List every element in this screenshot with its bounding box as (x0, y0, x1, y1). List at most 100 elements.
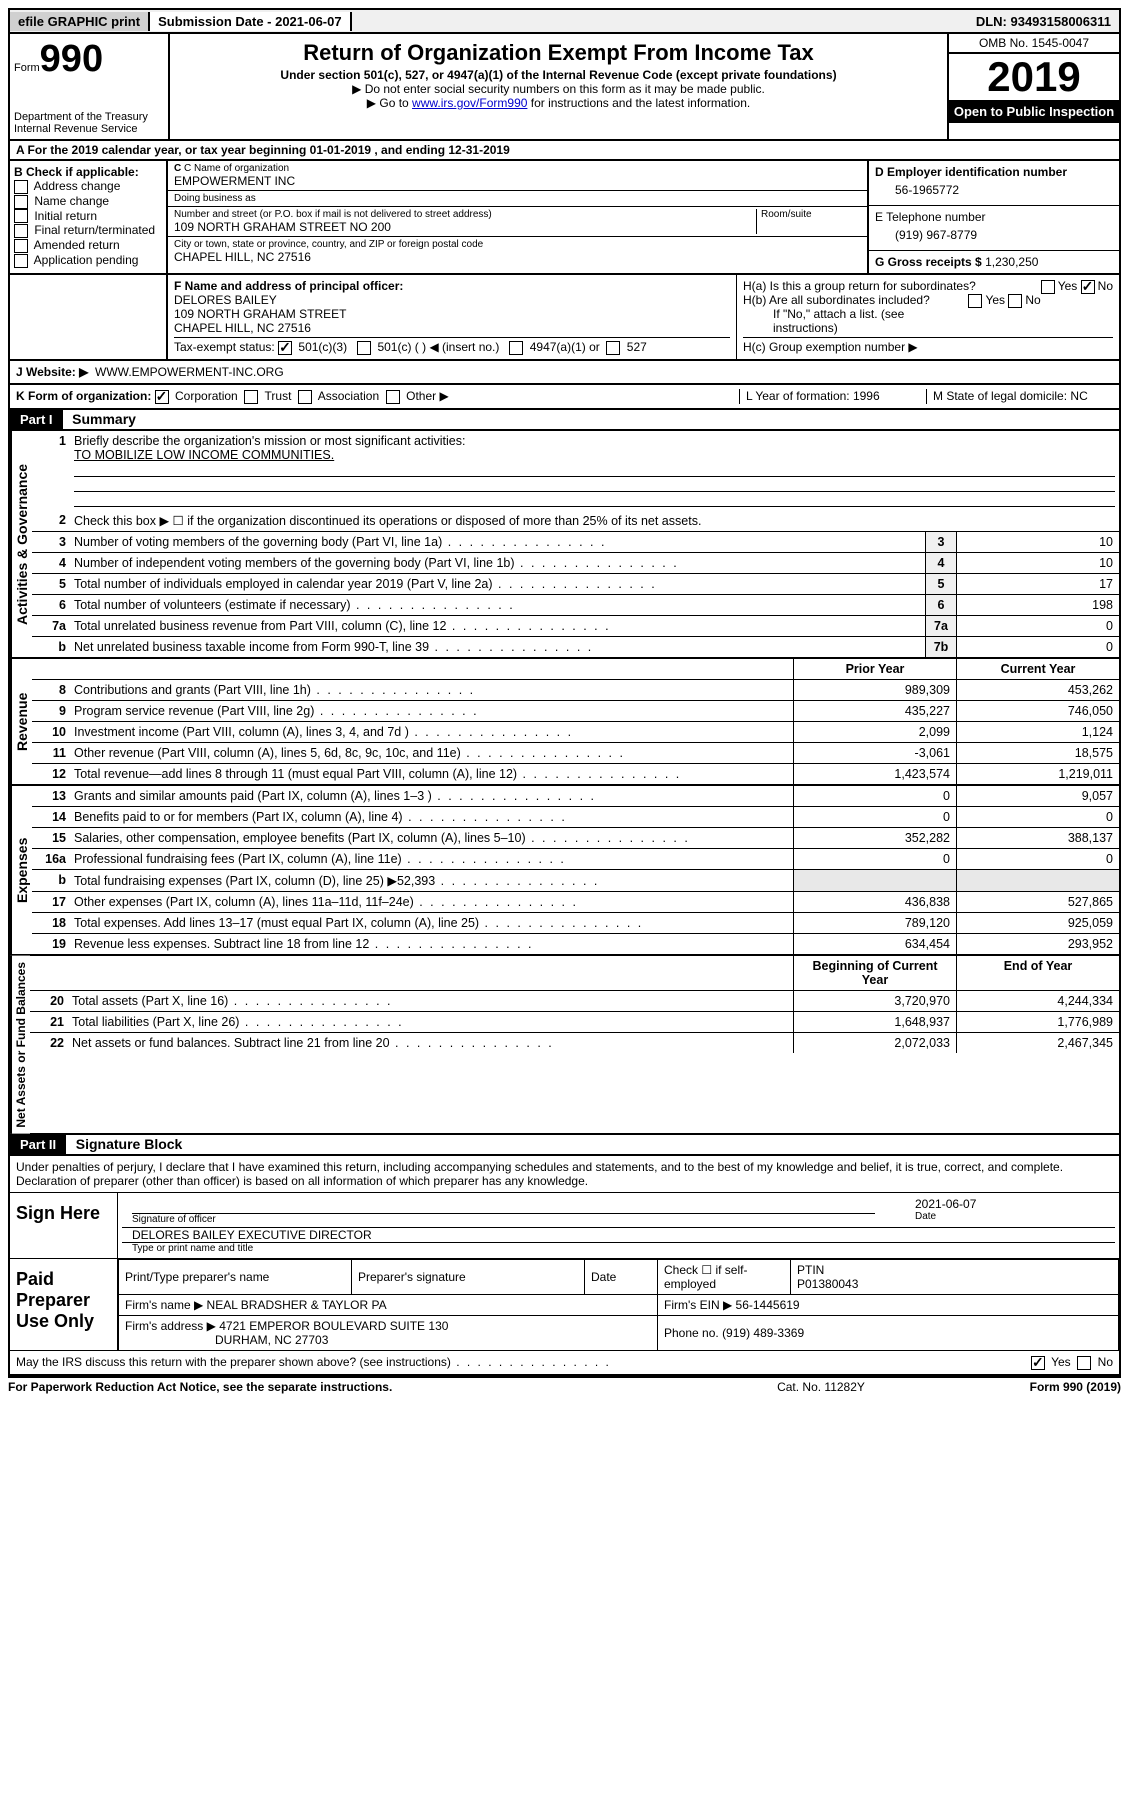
data-line: 15Salaries, other compensation, employee… (32, 828, 1119, 849)
l-year: L Year of formation: 1996 (739, 389, 926, 404)
signature-block: Under penalties of perjury, I declare th… (8, 1156, 1121, 1376)
data-line: 17Other expenses (Part IX, column (A), l… (32, 892, 1119, 913)
paid-preparer: Paid Preparer Use Only (10, 1259, 118, 1350)
efile-label[interactable]: efile GRAPHIC print (10, 12, 150, 31)
data-line: 16aProfessional fundraising fees (Part I… (32, 849, 1119, 870)
ssn-note: ▶ Do not enter social security numbers o… (174, 82, 943, 96)
firm-addr-label: Firm's address ▶ (125, 1319, 216, 1333)
phone-label: Phone no. (664, 1326, 719, 1340)
form-number: 990 (40, 38, 103, 80)
data-line: 21Total liabilities (Part X, line 26)1,6… (30, 1012, 1119, 1033)
b-option: Address change (14, 179, 162, 194)
ha-label: H(a) Is this a group return for subordin… (743, 279, 1113, 293)
omb-number: OMB No. 1545-0047 (949, 34, 1119, 54)
page-footer: For Paperwork Reduction Act Notice, see … (8, 1376, 1121, 1394)
chk-other[interactable] (386, 390, 400, 404)
irs-label: Internal Revenue Service (14, 123, 164, 135)
form-word: Form (14, 62, 40, 74)
website-value: WWW.EMPOWERMENT-INC.ORG (95, 365, 284, 379)
chk-4947[interactable] (509, 341, 523, 355)
b-option: Initial return (14, 209, 162, 224)
firm-addr2: DURHAM, NC 27703 (125, 1333, 328, 1347)
discuss-text: May the IRS discuss this return with the… (16, 1355, 1031, 1370)
firm-name: NEAL BRADSHER & TAYLOR PA (207, 1298, 387, 1312)
tab-expenses: Expenses (10, 786, 32, 954)
city-value: CHAPEL HILL, NC 27516 (174, 250, 861, 264)
officer-typed: DELORES BAILEY EXECUTIVE DIRECTOR (122, 1228, 1115, 1243)
sig-officer-label: Signature of officer (122, 1214, 915, 1225)
discuss-yes[interactable] (1031, 1356, 1045, 1370)
j-label: J Website: ▶ (16, 365, 88, 379)
tel-label: E Telephone number (875, 210, 1113, 224)
b-option: Amended return (14, 238, 162, 253)
paperwork-notice: For Paperwork Reduction Act Notice, see … (8, 1380, 721, 1394)
form-ref: Form 990 (2019) (921, 1380, 1121, 1394)
firm-name-label: Firm's name ▶ (125, 1298, 203, 1312)
addr-value: 109 NORTH GRAHAM STREET NO 200 (174, 220, 756, 234)
gov-line: 3Number of voting members of the governi… (32, 532, 1119, 553)
data-line: 12Total revenue—add lines 8 through 11 (… (32, 764, 1119, 784)
chk-corp[interactable] (155, 390, 169, 404)
ha-no[interactable] (1081, 280, 1095, 294)
b-option: Final return/terminated (14, 223, 162, 238)
activities-governance: Activities & Governance 1 Briefly descri… (8, 431, 1121, 659)
form-header: Form990 Department of the Treasury Inter… (8, 34, 1121, 141)
discuss-no[interactable] (1077, 1356, 1091, 1370)
tab-revenue: Revenue (10, 659, 32, 784)
chk-501c3[interactable] (278, 341, 292, 355)
chk-trust[interactable] (244, 390, 258, 404)
sig-date: 2021-06-07 (915, 1197, 1115, 1211)
b-label: B Check if applicable: (14, 165, 162, 179)
firm-addr1: 4721 EMPEROR BOULEVARD SUITE 130 (219, 1319, 448, 1333)
org-name-label: C C Name of organization (174, 163, 861, 174)
date-label: Date (915, 1211, 1115, 1222)
prep-sig-label: Preparer's signature (352, 1260, 585, 1295)
top-bar: efile GRAPHIC print Submission Date - 20… (8, 8, 1121, 34)
gov-line: 5Total number of individuals employed in… (32, 574, 1119, 595)
type-label: Type or print name and title (122, 1243, 1115, 1254)
net-assets-section: Net Assets or Fund Balances Beginning of… (8, 956, 1121, 1136)
goto-note: ▶ Go to www.irs.gov/Form990 for instruct… (174, 96, 943, 110)
hb2-label: If "No," attach a list. (see instruction… (743, 307, 1113, 335)
row-j: J Website: ▶ WWW.EMPOWERMENT-INC.ORG (8, 361, 1121, 385)
gross-value: 1,230,250 (985, 255, 1038, 269)
firm-ein-label: Firm's EIN ▶ (664, 1298, 732, 1312)
tab-governance: Activities & Governance (10, 431, 32, 657)
data-line: 18Total expenses. Add lines 13–17 (must … (32, 913, 1119, 934)
gov-line: bNet unrelated business taxable income f… (32, 637, 1119, 657)
hb-yes[interactable] (968, 294, 982, 308)
open-inspection: Open to Public Inspection (949, 100, 1119, 123)
b-option: Name change (14, 194, 162, 209)
hc-label: H(c) Group exemption number ▶ (743, 337, 1113, 354)
ein-label: D Employer identification number (875, 165, 1113, 179)
chk-501c[interactable] (357, 341, 371, 355)
ptin-label: PTIN (797, 1263, 824, 1277)
tab-netassets: Net Assets or Fund Balances (10, 956, 30, 1134)
gross-label: G Gross receipts $ (875, 255, 982, 269)
ha-yes[interactable] (1041, 280, 1055, 294)
hb-no[interactable] (1008, 294, 1022, 308)
data-line: 20Total assets (Part X, line 16)3,720,97… (30, 991, 1119, 1012)
dept-treasury: Department of the Treasury (14, 111, 164, 123)
gov-line: 7aTotal unrelated business revenue from … (32, 616, 1119, 637)
suite-label: Room/suite (761, 209, 861, 220)
part1-hdr: Part I (10, 410, 63, 429)
l2-desc: Check this box ▶ ☐ if the organization d… (70, 510, 1119, 531)
chk-527[interactable] (606, 341, 620, 355)
data-line: 10Investment income (Part VIII, column (… (32, 722, 1119, 743)
line-a-period: A For the 2019 calendar year, or tax yea… (8, 141, 1121, 161)
part2-title: Signature Block (70, 1136, 183, 1152)
ein-value: 56-1965772 (875, 179, 1113, 201)
data-line: 8Contributions and grants (Part VIII, li… (32, 680, 1119, 701)
part2-hdr: Part II (10, 1135, 66, 1154)
gov-line: 6Total number of volunteers (estimate if… (32, 595, 1119, 616)
ptin-value: P01380043 (797, 1277, 858, 1291)
section-fgh: F Name and address of principal officer:… (8, 275, 1121, 361)
i-label: Tax-exempt status: (174, 340, 275, 354)
dba-label: Doing business as (174, 193, 861, 204)
chk-assoc[interactable] (298, 390, 312, 404)
k-label: K Form of organization: (16, 389, 151, 403)
irs-link[interactable]: www.irs.gov/Form990 (412, 96, 527, 110)
data-line: 13Grants and similar amounts paid (Part … (32, 786, 1119, 807)
phone-value: (919) 489-3369 (722, 1326, 804, 1340)
